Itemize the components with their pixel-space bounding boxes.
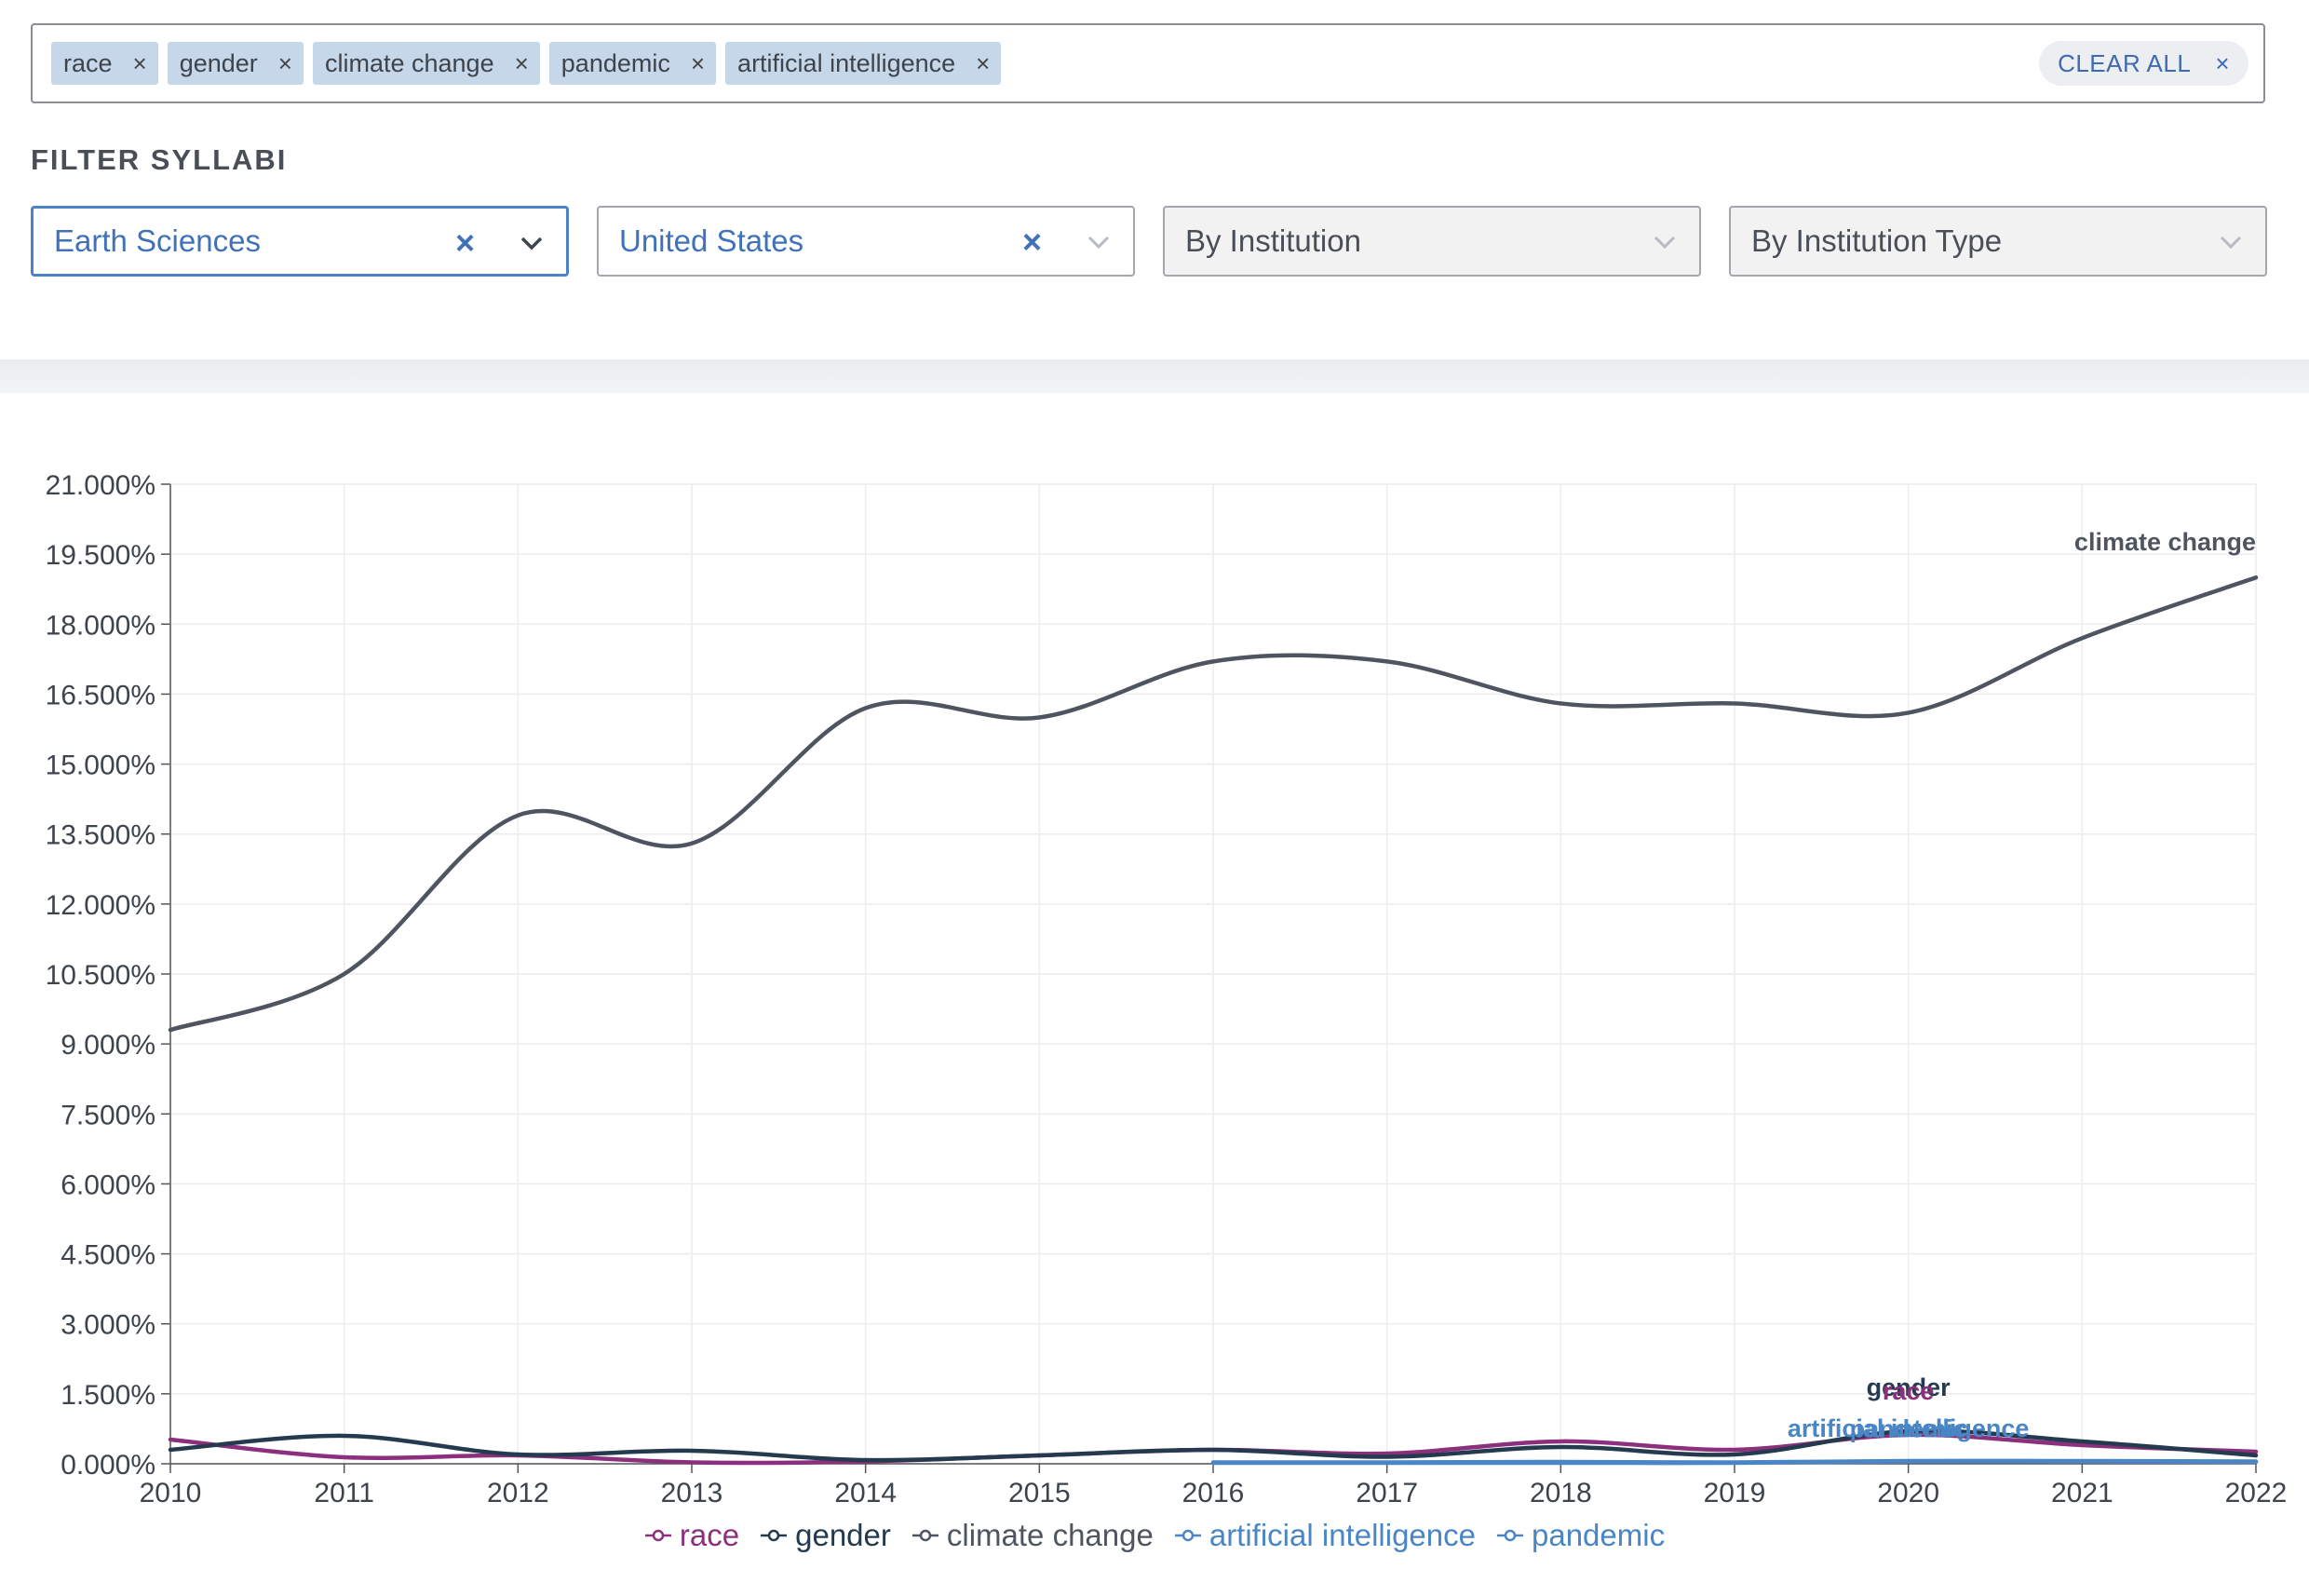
chart-legend: race gender climate change artificial intel… [0, 1518, 2309, 1553]
clear-country-icon[interactable]: × [1021, 223, 1042, 261]
tag-pandemic: pandemic × [548, 42, 717, 85]
remove-tag-gender-icon[interactable]: × [277, 48, 292, 77]
legend-item-artificial-intelligence[interactable]: artificial intelligence [1174, 1518, 1476, 1553]
legend-item-race[interactable]: race [644, 1518, 739, 1553]
clear-field-icon[interactable]: × [454, 223, 475, 262]
y-tick-label: 18.000% [46, 610, 155, 641]
x-tick-label: 2016 [1182, 1478, 1245, 1508]
y-tick-label: 7.500% [61, 1100, 155, 1130]
legend-label: race [679, 1518, 740, 1552]
filter-panel: race × gender × climate change × pandemi… [0, 0, 2309, 359]
y-tick-label: 6.000% [61, 1170, 155, 1200]
series-line-pandemic [1210, 1459, 2259, 1466]
legend-label: gender [795, 1518, 891, 1552]
chevron-down-icon[interactable] [2217, 228, 2245, 256]
institution-type-select-placeholder: By Institution Type [1751, 223, 2003, 258]
x-tick-label: 2013 [661, 1478, 723, 1508]
remove-tag-race-icon[interactable]: × [132, 48, 147, 77]
legend-marker-icon [1174, 1529, 1201, 1542]
y-tick-label: 3.000% [61, 1310, 155, 1341]
tag-climate-change: climate change × [312, 42, 540, 85]
tag-label: pandemic [560, 48, 670, 77]
tag-gender: gender × [167, 42, 304, 85]
x-tick-label: 2017 [1356, 1478, 1418, 1508]
y-tick-label: 9.000% [61, 1030, 155, 1061]
institution-type-select[interactable]: By Institution Type [1729, 206, 2267, 277]
y-tick-label: 19.500% [46, 540, 155, 571]
remove-tag-climate-change-icon[interactable]: × [514, 48, 529, 77]
tag-label: climate change [324, 48, 494, 77]
clear-all-icon: × [2215, 48, 2230, 77]
legend-item-gender[interactable]: gender [760, 1518, 891, 1553]
x-tick-label: 2012 [487, 1478, 549, 1508]
search-tag-box[interactable]: race × gender × climate change × pandemi… [31, 23, 2265, 103]
y-tick-label: 0.000% [61, 1450, 155, 1481]
series-line-climate-change [168, 575, 2259, 1033]
field-select-value: Earth Sciences [54, 223, 261, 258]
series-annotation-pandemic: pandemic [1850, 1414, 1967, 1442]
legend-marker-icon [761, 1529, 788, 1542]
series-annotation-artificial-intelligence: artificial intelligence [1788, 1414, 2030, 1442]
x-tick-label: 2015 [1008, 1478, 1071, 1508]
tag-list: race × gender × climate change × pandemi… [51, 42, 1002, 85]
institution-select[interactable]: By Institution [1163, 206, 1701, 277]
series-annotation-gender: gender [1867, 1373, 1951, 1401]
clear-all-label: CLEAR ALL [2058, 48, 2192, 77]
filter-heading: FILTER SYLLABI [31, 143, 288, 176]
institution-select-placeholder: By Institution [1185, 223, 1361, 258]
x-tick-label: 2018 [1530, 1478, 1592, 1508]
remove-tag-artificial-intelligence-icon[interactable]: × [976, 48, 991, 77]
series-annotation-climate-change: climate change [2074, 528, 2256, 556]
legend-label: pandemic [1531, 1518, 1666, 1552]
y-tick-label: 12.000% [46, 890, 155, 921]
x-tick-label: 2010 [140, 1478, 202, 1508]
tag-label: race [63, 48, 113, 77]
legend-item-climate-change[interactable]: climate change [911, 1518, 1154, 1553]
y-tick-label: 4.500% [61, 1240, 155, 1271]
chevron-down-icon[interactable] [518, 229, 546, 257]
tag-race: race × [51, 42, 158, 85]
series-line-gender [168, 1428, 2259, 1463]
legend-label: artificial intelligence [1209, 1518, 1476, 1552]
remove-tag-pandemic-icon[interactable]: × [690, 48, 706, 77]
x-tick-label: 2021 [2051, 1478, 2113, 1508]
legend-marker-icon [644, 1529, 671, 1542]
trend-line-chart: 0.000% 1.500% 3.000% 4.500% 6.000% 7.500% 9.00… [46, 470, 2288, 1508]
x-tick-label: 2014 [834, 1478, 897, 1508]
x-tick-label: 2022 [2225, 1478, 2288, 1508]
legend-item-pandemic[interactable]: pandemic [1496, 1518, 1665, 1553]
series-annotation-race: race [1883, 1377, 1935, 1405]
section-divider [0, 359, 2309, 393]
tag-label: gender [179, 48, 258, 77]
y-tick-label: 10.500% [46, 960, 155, 991]
x-tick-label: 2019 [1704, 1478, 1766, 1508]
legend-marker-icon [1496, 1529, 1523, 1542]
chevron-down-icon[interactable] [1651, 228, 1679, 256]
field-select[interactable]: Earth Sciences × [31, 206, 569, 277]
y-tick-label: 1.500% [61, 1380, 155, 1411]
y-tick-label: 15.000% [46, 751, 155, 781]
y-tick-label: 21.000% [46, 470, 155, 501]
legend-label: climate change [946, 1518, 1154, 1552]
tag-label: artificial intelligence [737, 48, 956, 77]
y-tick-label: 13.500% [46, 820, 155, 851]
country-select[interactable]: United States × [597, 206, 1135, 277]
legend-marker-icon [911, 1529, 938, 1542]
y-tick-label: 16.500% [46, 680, 155, 710]
clear-all-button[interactable]: CLEAR ALL × [2039, 41, 2248, 86]
chevron-down-icon[interactable] [1085, 228, 1113, 256]
tag-artificial-intelligence: artificial intelligence × [725, 42, 1002, 85]
x-tick-label: 2020 [1877, 1478, 1939, 1508]
x-tick-label: 2011 [314, 1478, 374, 1508]
country-select-value: United States [619, 223, 804, 258]
